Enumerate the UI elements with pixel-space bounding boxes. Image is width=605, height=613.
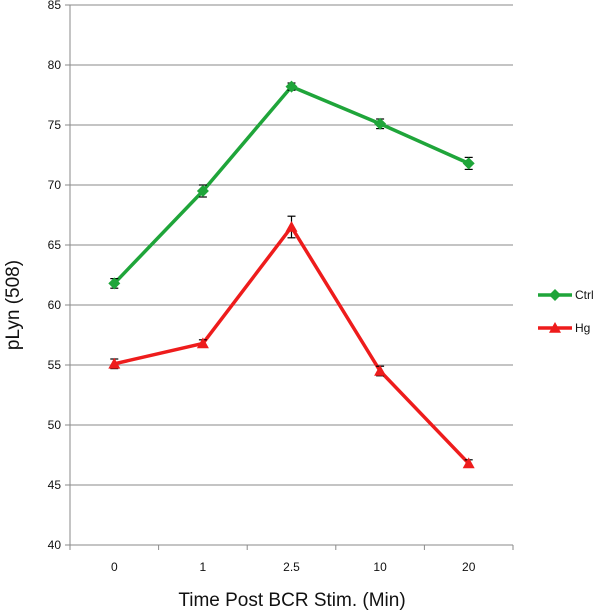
y-tick-label: 80 (48, 58, 62, 72)
series-hg (108, 215, 475, 469)
series-line (113, 225, 470, 465)
x-tick-label: 20 (462, 560, 476, 574)
series-ctrl (108, 80, 475, 290)
gridlines (70, 4, 513, 486)
legend: Ctrl Hg (538, 288, 594, 335)
y-tick-label: 45 (48, 478, 62, 492)
legend-item-ctrl: Ctrl (538, 288, 594, 302)
data-point (196, 337, 209, 349)
y-tick-label: 55 (48, 358, 62, 372)
data-point (285, 221, 298, 232)
x-tick-label: 1 (200, 560, 207, 574)
y-tick-label: 75 (48, 118, 62, 132)
data-point (108, 277, 121, 290)
data-point (462, 157, 475, 170)
axes (65, 4, 514, 550)
data-point (285, 80, 298, 93)
y-tick-label: 40 (48, 538, 62, 552)
y-tick-labels: 40 45 50 55 60 65 70 75 80 85 (48, 0, 62, 552)
legend-label: Hg (575, 321, 590, 335)
x-tick-label: 0 (111, 560, 118, 574)
legend-item-hg: Hg (538, 321, 590, 335)
data-point (196, 185, 209, 197)
series-group (108, 80, 475, 469)
y-tick-label: 65 (48, 238, 62, 252)
y-tick-label: 60 (48, 298, 62, 312)
y-tick-label: 50 (48, 418, 62, 432)
x-tick-label: 2.5 (283, 560, 300, 574)
x-tick-label: 10 (373, 560, 387, 574)
data-point (108, 357, 121, 369)
y-tick-label: 70 (48, 178, 62, 192)
data-point (374, 117, 387, 130)
x-tick-labels: 0 1 2.5 10 20 (111, 560, 476, 574)
legend-swatch-marker (549, 322, 561, 333)
legend-label: Ctrl (575, 288, 594, 302)
data-point (462, 457, 475, 469)
y-axis-title: pLyn (508) (3, 260, 24, 350)
x-axis-title: Time Post BCR Stim. (Min) (178, 590, 405, 611)
legend-swatch-marker (549, 289, 561, 301)
y-tick-label: 85 (48, 0, 62, 12)
data-point (374, 365, 387, 376)
